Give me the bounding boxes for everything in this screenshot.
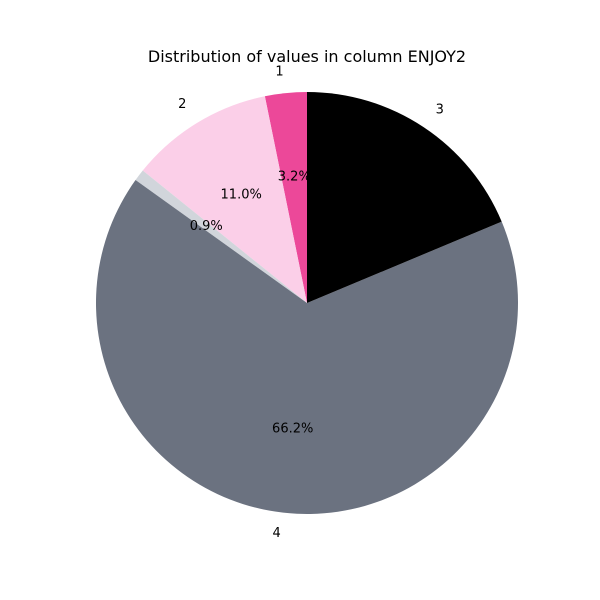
- pie-category-label: 4: [273, 526, 281, 541]
- pie-slice-2: [142, 96, 307, 304]
- pie-category-label: 1: [275, 65, 283, 80]
- pie-slice-4: [95, 180, 519, 514]
- pie-percent-label: 0.9%: [190, 219, 223, 234]
- pie-category-label: 2: [178, 97, 186, 112]
- pie-slice-3: [307, 92, 502, 303]
- chart-title: Distribution of values in column ENJOY2: [147, 47, 467, 66]
- pie-percent-label: 66.2%: [272, 421, 313, 436]
- pie-percent-label: 11.0%: [221, 187, 262, 202]
- pie-percent-label: 3.2%: [278, 170, 311, 185]
- pie-slice-1: [264, 92, 307, 303]
- pie-slice-unlabeled: [135, 170, 307, 303]
- pie-slices: [95, 92, 519, 514]
- pie-category-label: 3: [436, 102, 444, 117]
- pie-labels: 3.2% 1 11.0% 2 0.9% 66.2% 4 3: [178, 65, 444, 542]
